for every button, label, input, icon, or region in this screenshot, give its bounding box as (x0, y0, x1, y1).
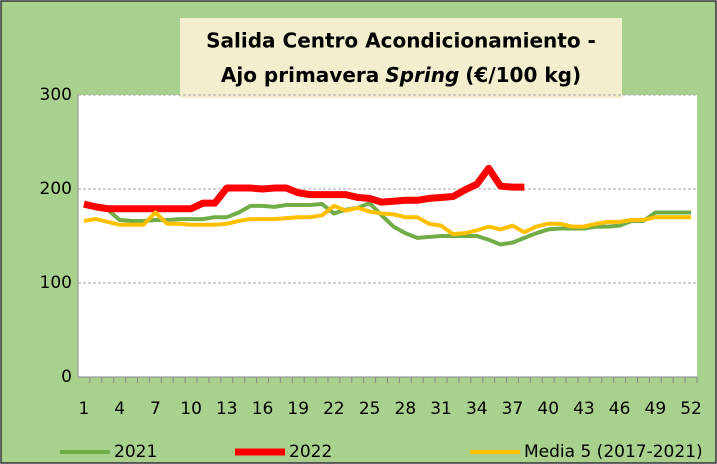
x-tick-label: 49 (645, 399, 667, 419)
x-tick-label: 40 (537, 399, 559, 419)
legend-label: Media 5 (2017-2021) (524, 442, 703, 462)
x-tick-label: 13 (216, 399, 238, 419)
y-tick-label: 0 (61, 367, 72, 387)
x-tick-label: 25 (359, 399, 381, 419)
x-tick-label: 4 (114, 399, 125, 419)
plot-area (78, 95, 697, 377)
x-tick-label: 28 (395, 399, 417, 419)
legend-label: 2022 (289, 442, 332, 462)
series-line (83, 203, 692, 237)
x-tick-label: 1 (79, 399, 90, 419)
x-tick-label: 16 (252, 399, 274, 419)
x-tick-label: 34 (466, 399, 488, 419)
x-tick-label: 52 (680, 399, 702, 419)
series-line (83, 164, 525, 213)
legend-label: 2021 (114, 442, 157, 462)
x-tick-label: 43 (573, 399, 595, 419)
x-tick-label: 10 (180, 399, 202, 419)
x-tick-label: 46 (609, 399, 631, 419)
x-tick-label: 37 (502, 399, 524, 419)
chart-title: Ajo primavera Spring (€/100 kg) (221, 63, 581, 87)
x-tick-label: 7 (150, 399, 161, 419)
series-line (83, 201, 692, 247)
x-tick-label: 22 (323, 399, 345, 419)
chart-title: Salida Centro Acondicionamiento - (206, 29, 596, 53)
x-tick-label: 31 (430, 399, 452, 419)
x-tick-label: 19 (287, 399, 309, 419)
y-tick-label: 300 (40, 85, 72, 105)
y-tick-label: 200 (40, 179, 72, 199)
y-tick-label: 100 (40, 273, 72, 293)
title-box (180, 18, 622, 98)
